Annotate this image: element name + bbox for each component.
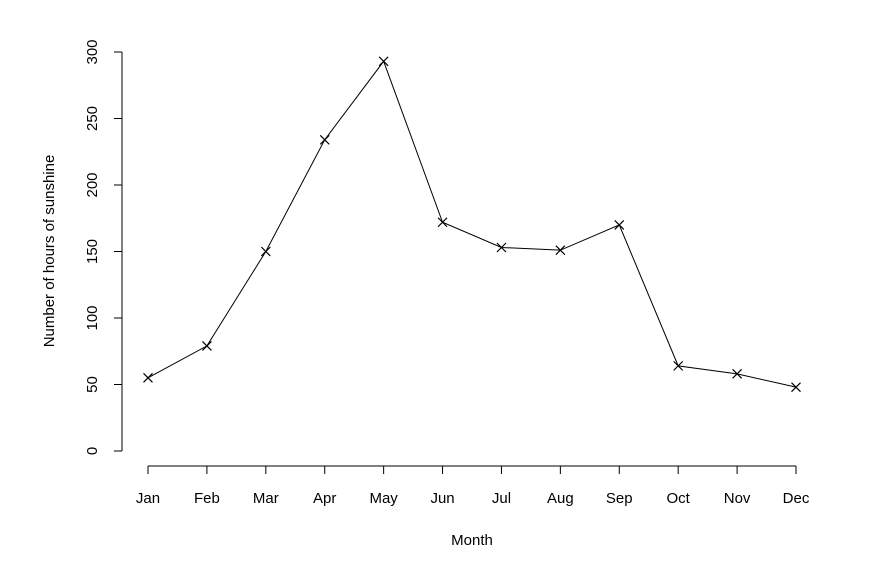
x-tick-label: Sep bbox=[606, 490, 633, 507]
y-tick-label: 250 bbox=[84, 106, 101, 131]
x-tick-label: Jul bbox=[492, 490, 511, 507]
x-tick-label: Feb bbox=[194, 490, 220, 507]
marker bbox=[378, 56, 389, 67]
marker bbox=[791, 382, 801, 393]
x-tick-label: Dec bbox=[783, 490, 810, 507]
marker bbox=[201, 341, 212, 351]
x-tick-label: Aug bbox=[547, 490, 574, 507]
x-tick-label: Apr bbox=[313, 490, 336, 507]
marker bbox=[437, 217, 448, 228]
marker bbox=[555, 245, 566, 256]
marker bbox=[143, 372, 153, 383]
marker bbox=[614, 219, 625, 230]
x-tick-label: Oct bbox=[667, 490, 691, 507]
marker bbox=[732, 368, 743, 379]
x-tick-label: Jun bbox=[430, 490, 454, 507]
x-tick-label: Nov bbox=[724, 490, 751, 507]
y-axis-label: Number of hours of sunshine bbox=[41, 155, 58, 348]
x-tick-label: Mar bbox=[253, 490, 279, 507]
y-tick-label: 0 bbox=[84, 447, 101, 455]
y-tick-label: 300 bbox=[84, 39, 101, 64]
y-tick-label: 50 bbox=[84, 376, 101, 393]
x-tick-label: May bbox=[369, 490, 398, 507]
line bbox=[147, 60, 797, 388]
x-tick-label: Jan bbox=[136, 490, 160, 507]
marker bbox=[319, 134, 330, 145]
marker bbox=[496, 242, 507, 253]
marker bbox=[673, 360, 684, 371]
y-tick-label: 150 bbox=[84, 239, 101, 264]
y-tick-label: 100 bbox=[84, 305, 101, 330]
marker bbox=[260, 246, 271, 257]
y-tick-label: 200 bbox=[84, 172, 101, 197]
x-axis-label: Month bbox=[451, 532, 493, 549]
